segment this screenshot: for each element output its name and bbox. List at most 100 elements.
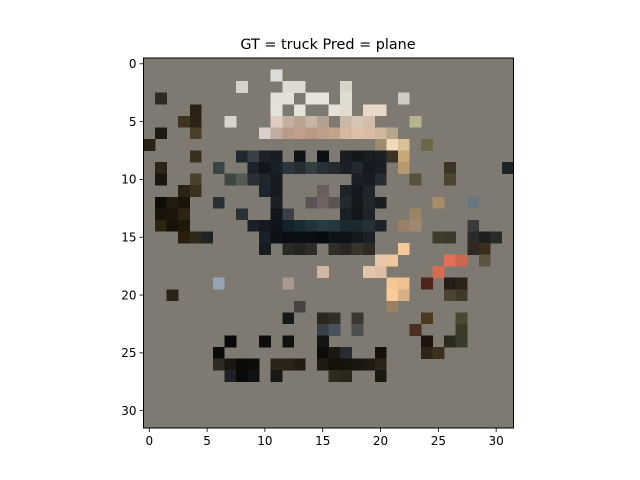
image-pixel <box>189 115 202 128</box>
image-pixel <box>293 358 306 371</box>
image-pixel <box>363 173 376 186</box>
image-pixel <box>305 196 318 209</box>
image-pixel <box>316 231 329 244</box>
image-pixel <box>259 150 271 163</box>
image-pixel <box>455 289 468 302</box>
x-tick-label: 0 <box>145 434 153 448</box>
image-pixel <box>189 231 202 244</box>
x-axis: 0 5 10 15 20 25 30 <box>145 428 504 448</box>
image-pixel <box>409 115 422 128</box>
image-pixel <box>282 127 295 140</box>
image-pixel <box>374 254 387 267</box>
image-pixel <box>305 115 318 128</box>
image-pixel <box>328 162 341 174</box>
image-pixel <box>478 254 491 267</box>
image-pixel <box>328 323 341 336</box>
image-pixel <box>374 266 387 278</box>
image-pixel <box>374 127 387 140</box>
image-pixel <box>363 219 376 232</box>
image-pixel <box>224 115 237 128</box>
image-pixel <box>432 196 445 209</box>
image-pixel <box>351 127 364 140</box>
y-tick-label: 15 <box>121 231 136 245</box>
image-pixel <box>282 312 295 325</box>
image-pixel <box>178 115 191 128</box>
image-pixel <box>293 243 306 255</box>
image-pixel <box>363 162 376 174</box>
image-pixel <box>340 92 352 105</box>
x-tick-label: 30 <box>489 434 504 448</box>
image-pixel <box>397 150 410 163</box>
y-tick-label: 0 <box>129 57 137 71</box>
image-pixel <box>236 358 248 371</box>
image-pixel <box>155 127 167 140</box>
image-pixel <box>340 196 352 209</box>
image-pixel <box>189 104 202 117</box>
image-pixel <box>397 92 410 105</box>
image-pixel <box>374 370 387 383</box>
image-pixel <box>282 208 295 221</box>
image-pixel <box>305 231 318 244</box>
image-pixel <box>305 243 318 255</box>
image-pixel <box>444 277 456 290</box>
image-pixel <box>328 231 341 244</box>
image-pixel <box>386 150 399 163</box>
image-pixel <box>166 219 179 232</box>
image-pixel <box>316 335 329 348</box>
image-pixel <box>305 162 318 174</box>
image-pixel <box>421 335 433 348</box>
image-pixel <box>409 208 422 221</box>
image-pixel <box>270 358 283 371</box>
image-pixel <box>282 243 295 255</box>
image-pixel <box>351 173 364 186</box>
image-pixel <box>386 254 399 267</box>
image-pixel <box>316 162 329 174</box>
image-pixel <box>444 335 456 348</box>
image-pixel <box>363 208 376 221</box>
image-pixel <box>386 138 399 151</box>
image-pixel <box>247 219 260 232</box>
image-pixel <box>351 323 364 336</box>
image-pixel <box>386 277 399 290</box>
image-pixel <box>351 358 364 371</box>
image-pixel <box>490 231 503 244</box>
image-pixel <box>363 196 376 209</box>
image-pixel <box>316 185 329 198</box>
image-pixel <box>293 115 306 128</box>
image-pixel <box>421 347 433 359</box>
image-pixel <box>282 81 295 93</box>
image-pixel <box>351 150 364 163</box>
image-pixel <box>374 219 387 232</box>
image-pixel <box>178 196 191 209</box>
image-pixel <box>236 370 248 383</box>
image-pixel <box>351 219 364 232</box>
image-pixel <box>340 243 352 255</box>
image-pixel <box>293 300 306 313</box>
image-pixel <box>444 254 456 267</box>
image-pixel <box>247 173 260 186</box>
y-axis: 0 5 10 15 20 25 30 <box>121 57 144 418</box>
image-pixel <box>316 92 329 105</box>
image-pixel <box>340 358 352 371</box>
image-pixel <box>444 162 456 174</box>
image-pixel <box>259 127 271 140</box>
image-pixel <box>340 115 352 128</box>
image-pixel <box>363 231 376 244</box>
image-pixel <box>340 104 352 117</box>
image-pixel <box>247 162 260 174</box>
image-pixel <box>270 370 283 383</box>
image-pixel <box>282 358 295 371</box>
image-pixel <box>282 92 295 105</box>
image-pixel <box>455 312 468 325</box>
image-pixel <box>270 219 283 232</box>
x-tick-label: 20 <box>373 434 388 448</box>
image-pixel <box>293 219 306 232</box>
image-pixel <box>432 266 445 278</box>
image-pixel <box>340 231 352 244</box>
image-pixel <box>351 208 364 221</box>
image-pixel <box>351 231 364 244</box>
image-pixel <box>351 162 364 174</box>
image-pixel <box>467 243 480 255</box>
y-tick-label: 25 <box>121 346 136 360</box>
image-pixel <box>340 162 352 174</box>
